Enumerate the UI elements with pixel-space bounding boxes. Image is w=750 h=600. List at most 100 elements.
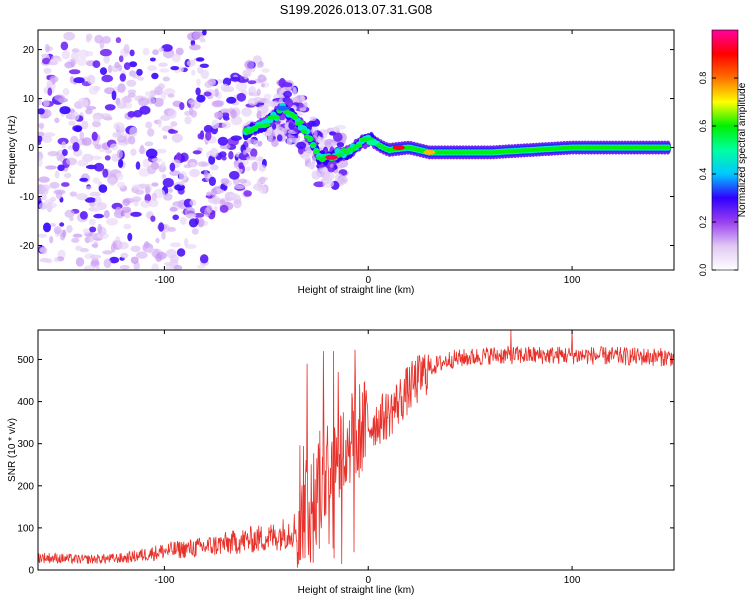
heatmap-cell [70, 52, 79, 61]
heatmap-cell [63, 172, 72, 179]
y-tick-label: 300 [17, 439, 34, 450]
heatmap-cell [295, 94, 306, 103]
colorbar-tick-label: 0.4 [698, 168, 708, 181]
heatmap-cell [120, 252, 129, 259]
heatmap-cell [195, 57, 205, 62]
heatmap-cell [84, 197, 97, 203]
heatmap-cell [250, 148, 258, 158]
heatmap-cell [89, 202, 96, 208]
heatmap-cell [79, 131, 85, 141]
y-tick-label: -20 [20, 241, 35, 252]
heatmap-cells [38, 30, 350, 270]
heatmap-cell [130, 211, 142, 217]
heatmap-cell [145, 148, 158, 159]
heatmap-cell [73, 77, 85, 84]
heatmap-cell [172, 264, 183, 270]
heatmap-cell [59, 106, 71, 115]
heatmap-cell [296, 141, 307, 150]
heatmap-ridge-cell [291, 115, 298, 120]
heatmap-cell [220, 178, 230, 185]
colorbar-tick-label: 0.8 [698, 72, 708, 85]
heatmap-cell [333, 132, 343, 142]
heatmap-cell [205, 131, 212, 141]
heatmap-cell [114, 206, 122, 215]
heatmap-cell [109, 256, 120, 264]
heatmap-ridge-cell [343, 150, 350, 155]
heatmap-cell [257, 141, 263, 147]
heatmap-cell [148, 199, 159, 208]
heatmap-cell [77, 159, 89, 167]
heatmap-cell [334, 173, 344, 183]
heatmap-cell [206, 204, 213, 214]
heatmap-cell [168, 128, 176, 134]
heatmap-cell [113, 122, 125, 131]
heatmap-cell [191, 228, 199, 235]
heatmap-cell [167, 108, 177, 119]
heatmap-cell [88, 218, 96, 226]
heatmap-cell [230, 109, 237, 119]
heatmap-cell [110, 243, 116, 253]
heatmap-cell [168, 188, 173, 193]
heatmap-cell [242, 149, 247, 155]
heatmap-cell [331, 126, 340, 132]
heatmap-cell [38, 176, 50, 183]
heatmap-cell [80, 98, 89, 108]
heatmap-cell [93, 213, 104, 219]
heatmap-cell [187, 32, 198, 41]
heatmap-cell [276, 87, 284, 94]
heatmap-cell [116, 135, 128, 143]
heatmap-cell [184, 244, 197, 249]
heatmap-cell [62, 88, 70, 96]
heatmap-cell [223, 116, 230, 121]
y-tick-label: 500 [17, 355, 34, 366]
heatmap-cell [64, 61, 74, 69]
heatmap-cell [115, 37, 122, 44]
heatmap-cell [221, 121, 231, 129]
heatmap-cell [59, 222, 65, 227]
heatmap-cell [162, 177, 174, 188]
heatmap-cell [159, 68, 170, 73]
heatmap-cell [172, 214, 179, 221]
snr-ylabel: SNR (10 * v/v) [7, 418, 18, 482]
heatmap-cell [52, 57, 63, 63]
heatmap-cell [64, 209, 75, 218]
heatmap-ridge-cell [355, 143, 363, 148]
heatmap-cell [162, 135, 168, 140]
heatmap-cell [83, 265, 96, 270]
heatmap-cell [103, 258, 112, 269]
heatmap-cell [261, 68, 270, 73]
heatmap-cell [211, 195, 221, 205]
heatmap-cell [155, 237, 160, 244]
heatmap-ridge-cell [310, 142, 317, 147]
heatmap-cell [190, 101, 201, 109]
heatmap-cell [160, 91, 166, 101]
heatmap-cell [235, 81, 247, 92]
heatmap-cell [213, 205, 218, 212]
heatmap-cell [139, 105, 151, 115]
heatmap-cell [330, 141, 335, 147]
heatmap-cell [47, 87, 53, 96]
heatmap-ridge-cell [300, 129, 308, 134]
heatmap-cell [89, 254, 102, 259]
heatmap-cell [230, 76, 241, 82]
heatmap-cell [44, 43, 50, 53]
heatmap-cell [144, 141, 154, 147]
heatmap-cell [131, 196, 142, 202]
heatmap-cell [79, 248, 89, 253]
y-tick-label: 400 [17, 397, 34, 408]
heatmap-cell [49, 181, 60, 189]
heatmap-cell [149, 57, 156, 62]
heatmap-cell [72, 142, 80, 152]
heatmap-cell [160, 114, 171, 121]
y-tick-label: 20 [23, 45, 35, 56]
heatmap-cell [61, 182, 70, 187]
heatmap-cell [169, 254, 179, 264]
heatmap-cell [57, 97, 69, 103]
heatmap-cell [57, 164, 65, 172]
heatmap-cell [99, 67, 108, 75]
heatmap-cell [98, 184, 108, 193]
heatmap-cell [89, 191, 102, 197]
heatmap-cell [121, 206, 132, 213]
heatmap-cell [307, 161, 316, 170]
heatmap-cell [241, 107, 252, 117]
